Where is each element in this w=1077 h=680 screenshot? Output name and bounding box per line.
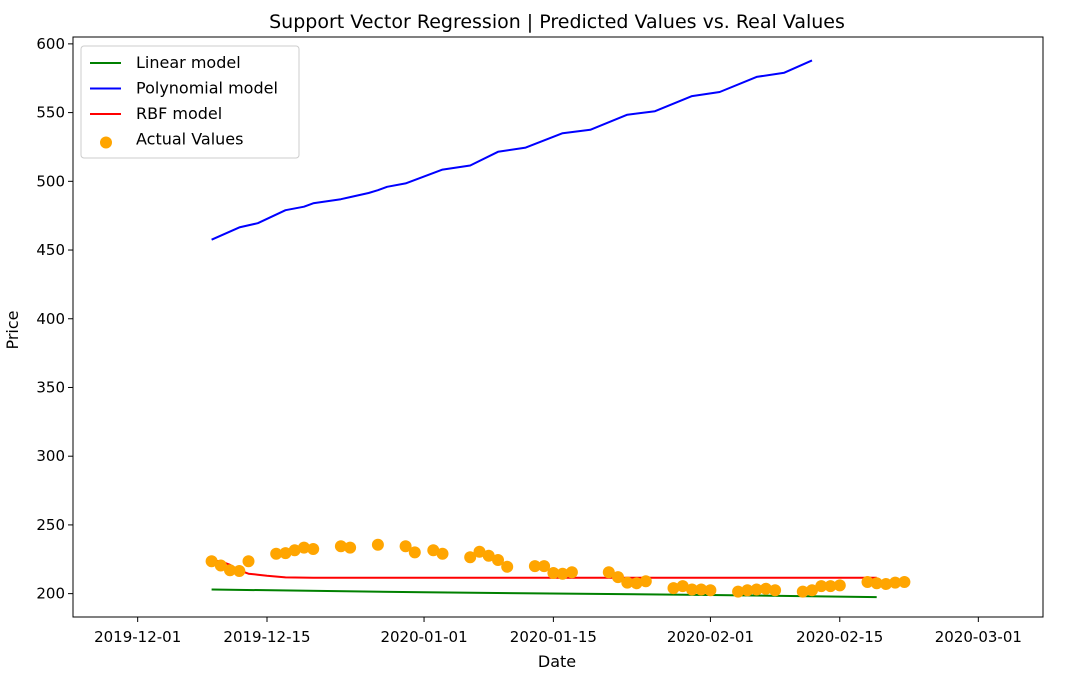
- actual-value-point: [704, 584, 717, 597]
- actual-value-point: [750, 583, 763, 596]
- x-tick-label: 2020-01-15: [510, 628, 597, 646]
- actual-value-point: [501, 560, 514, 573]
- actual-value-point: [686, 583, 698, 596]
- actual-value-point: [796, 585, 809, 598]
- actual-value-point: [861, 576, 874, 588]
- linear-model-line: [211, 588, 877, 599]
- y-tick-label: 450: [36, 241, 65, 259]
- actual-value-point: [427, 544, 440, 557]
- series-lines: [211, 59, 877, 599]
- actual-value-point: [482, 549, 495, 562]
- actual-value-point: [769, 584, 782, 597]
- y-tick-label: 550: [36, 104, 65, 122]
- actual-value-point: [870, 577, 883, 590]
- actual-value-point: [408, 546, 421, 559]
- actual-value-point: [224, 564, 236, 577]
- actual-value-point: [298, 541, 310, 554]
- legend-label-actual-values: Actual Values: [136, 130, 243, 149]
- actual-value-point: [639, 575, 652, 588]
- actual-value-point: [371, 538, 384, 551]
- actual-value-point: [399, 540, 412, 553]
- actual-value-point: [695, 583, 708, 596]
- actual-value-point: [528, 560, 541, 573]
- legend-label-linear-model: Linear model: [136, 53, 241, 72]
- y-axis-label: Price: [3, 310, 22, 349]
- actual-value-point: [630, 577, 643, 590]
- actual-value-point: [889, 576, 902, 589]
- actual-value-point: [565, 566, 578, 579]
- actual-value-point: [547, 567, 560, 579]
- actual-value-point: [334, 540, 347, 553]
- actual-value-point: [612, 571, 624, 584]
- legend-frame: [80, 45, 300, 159]
- actual-value-point: [667, 582, 680, 595]
- x-tick-label: 2020-01-01: [380, 628, 467, 646]
- actual-value-point: [815, 580, 828, 593]
- actual-value-point: [898, 576, 911, 588]
- actual-value-point: [279, 547, 292, 560]
- x-tick-label: 2020-02-01: [667, 628, 754, 646]
- actual-value-point: [270, 547, 283, 560]
- y-tick-label: 400: [36, 310, 65, 328]
- y-tick-label: 500: [36, 172, 65, 190]
- actual-value-point: [880, 578, 892, 590]
- actual-value-point: [307, 543, 320, 555]
- x-tick-label: 2020-02-15: [796, 628, 883, 646]
- actual-value-point: [676, 580, 689, 593]
- actual-value-point: [233, 565, 246, 577]
- x-axis-ticks: 2019-12-01 2019-12-15 2020-01-01 2020-01-15…: [94, 617, 1022, 646]
- actual-value-point: [344, 541, 357, 554]
- actual-value-point: [288, 544, 301, 557]
- actual-value-point: [242, 555, 255, 568]
- rbf-model-line: [211, 559, 877, 579]
- actual-value-point: [621, 576, 634, 589]
- y-tick-label: 600: [36, 35, 65, 53]
- actual-value-point: [492, 554, 504, 566]
- y-tick-label: 300: [36, 447, 65, 465]
- actual-value-point: [205, 555, 218, 568]
- actual-value-point: [824, 580, 837, 593]
- actual-value-point: [214, 559, 227, 572]
- actual-value-point: [732, 585, 745, 598]
- y-tick-label: 350: [36, 378, 65, 396]
- actual-value-point: [741, 584, 754, 597]
- actual-value-point: [538, 560, 551, 573]
- actual-value-point: [436, 547, 449, 560]
- x-axis-label: Date: [538, 652, 576, 671]
- x-tick-label: 2019-12-15: [223, 628, 310, 646]
- actual-value-point: [759, 582, 772, 595]
- actual-value-point: [602, 566, 615, 579]
- y-tick-label: 250: [36, 516, 65, 534]
- legend-label-polynomial-model: Polynomial model: [136, 79, 278, 98]
- scatter-points: [205, 538, 911, 598]
- plot-frame: [72, 36, 1044, 618]
- actual-value-point: [464, 551, 477, 564]
- x-tick-label: 2019-12-01: [94, 628, 181, 646]
- actual-value-point: [556, 567, 569, 580]
- chart-title: Support Vector Regression | Predicted Va…: [269, 11, 845, 33]
- legend: Linear model Polynomial model RBF model Act…: [80, 45, 300, 159]
- actual-value-point: [833, 579, 846, 592]
- legend-label-rbf-model: RBF model: [136, 104, 222, 123]
- polynomial-model-line: [211, 59, 813, 241]
- y-tick-label: 200: [36, 585, 65, 603]
- actual-value-point: [473, 545, 486, 558]
- x-tick-label: 2020-03-01: [935, 628, 1022, 646]
- legend-swatch-actual-values: [100, 136, 112, 149]
- actual-value-point: [806, 584, 818, 597]
- y-axis-ticks: 200 250 300 350 400 450 500 550 600: [36, 35, 73, 603]
